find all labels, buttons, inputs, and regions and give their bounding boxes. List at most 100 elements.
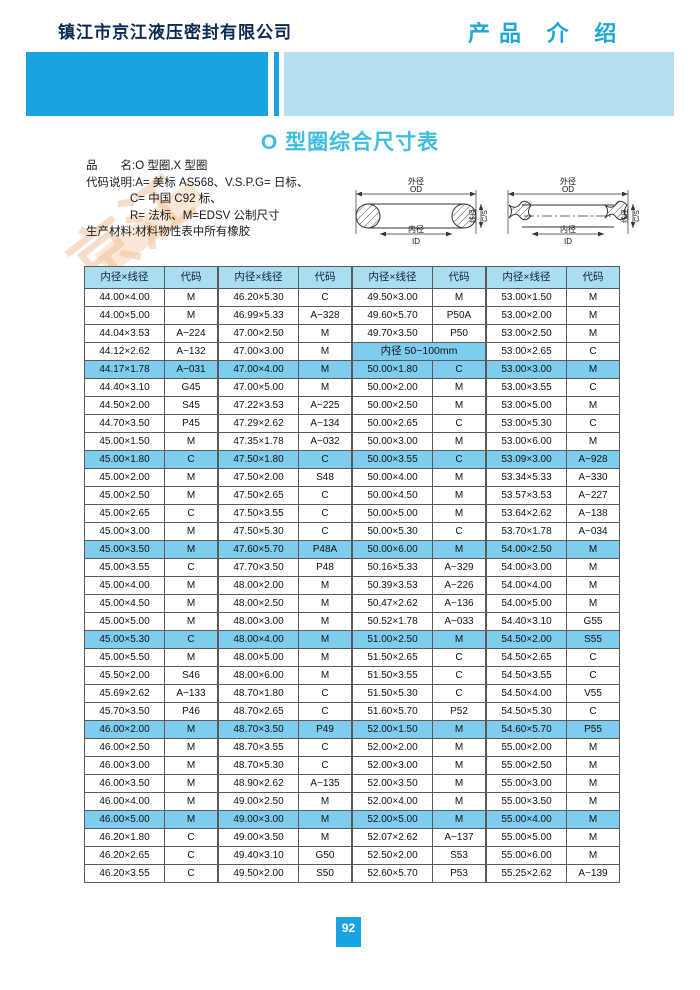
cell-size: 50.00×4.00 bbox=[352, 468, 433, 487]
table-row: 50.00×5.30 C bbox=[352, 522, 486, 541]
table-row: 49.40×3.10 G50 bbox=[218, 846, 352, 865]
column-header-size: 内径×线径 bbox=[486, 266, 567, 289]
size-table-1: 内径×线径 代码 44.00×4.00 M 44.00×5.00 M 44.04×3.53 A… bbox=[84, 266, 218, 883]
table-row: 46.00×3.00 M bbox=[84, 756, 218, 775]
table-row: 45.70×3.50 P46 bbox=[84, 702, 218, 721]
table-row: 50.52×1.78 A−033 bbox=[352, 612, 486, 631]
cell-size: 48.70×3.50 bbox=[218, 720, 299, 739]
cell-size: 53.00×2.00 bbox=[486, 306, 567, 325]
column-header-code: 代码 bbox=[566, 266, 620, 289]
cell-code: C bbox=[164, 504, 218, 523]
cell-code: M bbox=[432, 738, 486, 757]
cell-code: S53 bbox=[432, 846, 486, 865]
cell-size: 46.00×2.00 bbox=[84, 720, 165, 739]
table-row: 53.09×3.00 A−928 bbox=[486, 450, 620, 469]
cell-code: C bbox=[566, 648, 620, 667]
cell-code: A−225 bbox=[298, 396, 352, 415]
table-row: 53.00×2.00 M bbox=[486, 306, 620, 325]
cell-code: M bbox=[566, 324, 620, 343]
table-row: 48.00×4.00 M bbox=[218, 630, 352, 649]
table-row: 55.00×3.00 M bbox=[486, 774, 620, 793]
cell-size: 44.12×2.62 bbox=[84, 342, 165, 361]
table-row: 48.00×2.00 M bbox=[218, 576, 352, 595]
cell-size: 50.00×3.55 bbox=[352, 450, 433, 469]
cell-size: 51.60×5.70 bbox=[352, 702, 433, 721]
cell-size: 46.00×3.00 bbox=[84, 756, 165, 775]
cell-size: 54.50×3.55 bbox=[486, 666, 567, 685]
cell-code: M bbox=[566, 738, 620, 757]
cell-size: 45.00×5.50 bbox=[84, 648, 165, 667]
cell-code: M bbox=[164, 810, 218, 829]
table-header-row: 内径×线径 代码 bbox=[486, 266, 620, 289]
cell-size: 47.29×2.62 bbox=[218, 414, 299, 433]
cell-code: M bbox=[566, 306, 620, 325]
cell-size: 50.52×1.78 bbox=[352, 612, 433, 631]
cell-size: 45.00×4.50 bbox=[84, 594, 165, 613]
cell-size: 46.00×3.50 bbox=[84, 774, 165, 793]
cell-size: 48.00×2.00 bbox=[218, 576, 299, 595]
cell-size: 46.20×5.30 bbox=[218, 288, 299, 307]
cell-code: C bbox=[432, 414, 486, 433]
cell-size: 53.00×2.65 bbox=[486, 342, 567, 361]
size-table-2: 内径×线径 代码 46.20×5.30 C 46.99×5.33 A−328 47.00×2… bbox=[218, 266, 352, 883]
table-row: 47.29×2.62 A−134 bbox=[218, 414, 352, 433]
cell-size: 45.70×3.50 bbox=[84, 702, 165, 721]
table-row: 54.00×3.00 M bbox=[486, 558, 620, 577]
cell-code: M bbox=[298, 630, 352, 649]
cell-code: C bbox=[298, 756, 352, 775]
cell-size: 45.69×2.62 bbox=[84, 684, 165, 703]
svg-text:线径: 线径 bbox=[620, 209, 629, 223]
table-row: 46.99×5.33 A−328 bbox=[218, 306, 352, 325]
cell-code: M bbox=[164, 306, 218, 325]
cell-code: M bbox=[432, 756, 486, 775]
cell-size: 55.00×4.00 bbox=[486, 810, 567, 829]
cell-size: 54.60×5.70 bbox=[486, 720, 567, 739]
svg-text:ID: ID bbox=[412, 237, 420, 246]
cell-size: 46.20×2.65 bbox=[84, 846, 165, 865]
cell-size: 50.00×2.00 bbox=[352, 378, 433, 397]
cell-code: C bbox=[298, 504, 352, 523]
table-row: 46.20×1.80 C bbox=[84, 828, 218, 847]
cell-size: 52.07×2.62 bbox=[352, 828, 433, 847]
cell-code: A−328 bbox=[298, 306, 352, 325]
table-row: 45.00×2.00 M bbox=[84, 468, 218, 487]
cell-code: A−224 bbox=[164, 324, 218, 343]
table-row: 44.70×3.50 P45 bbox=[84, 414, 218, 433]
table-row: 47.00×3.00 M bbox=[218, 342, 352, 361]
cell-size: 52.00×4.00 bbox=[352, 792, 433, 811]
cell-code: C bbox=[432, 666, 486, 685]
table-row: 46.20×3.55 C bbox=[84, 864, 218, 883]
cell-code: M bbox=[566, 828, 620, 847]
header-left-block bbox=[26, 52, 268, 116]
cell-size: 49.70×3.50 bbox=[352, 324, 433, 343]
cell-size: 55.00×3.50 bbox=[486, 792, 567, 811]
cell-size: 48.70×5.30 bbox=[218, 756, 299, 775]
cell-code: A−139 bbox=[566, 864, 620, 883]
cell-size: 45.00×3.50 bbox=[84, 540, 165, 559]
cell-code: M bbox=[298, 576, 352, 595]
cell-code: M bbox=[298, 594, 352, 613]
table-row: 52.00×3.00 M bbox=[352, 756, 486, 775]
table-row: 52.50×2.00 S53 bbox=[352, 846, 486, 865]
table-row: 49.00×3.00 M bbox=[218, 810, 352, 829]
cell-code: M bbox=[432, 720, 486, 739]
cell-size: 48.70×1.80 bbox=[218, 684, 299, 703]
cell-code: A−136 bbox=[432, 594, 486, 613]
cell-size: 55.00×2.00 bbox=[486, 738, 567, 757]
table-row: 50.00×1.80 C bbox=[352, 360, 486, 379]
cell-size: 52.60×5.70 bbox=[352, 864, 433, 883]
table-row: 50.00×2.50 M bbox=[352, 396, 486, 415]
table-row: 45.00×3.50 M bbox=[84, 540, 218, 559]
cell-code: P45 bbox=[164, 414, 218, 433]
svg-text:内径: 内径 bbox=[408, 224, 424, 234]
table-row: 49.60×5.70 P50A bbox=[352, 306, 486, 325]
cell-code: M bbox=[164, 432, 218, 451]
cell-size: 50.47×2.62 bbox=[352, 594, 433, 613]
table-row: 53.57×3.53 A−227 bbox=[486, 486, 620, 505]
table-header-row: 内径×线径 代码 bbox=[218, 266, 352, 289]
cell-code: M bbox=[432, 630, 486, 649]
cell-code: M bbox=[298, 648, 352, 667]
column-header-size: 内径×线径 bbox=[352, 266, 433, 289]
cell-size: 54.50×4.00 bbox=[486, 684, 567, 703]
cell-size: 53.00×1.50 bbox=[486, 288, 567, 307]
